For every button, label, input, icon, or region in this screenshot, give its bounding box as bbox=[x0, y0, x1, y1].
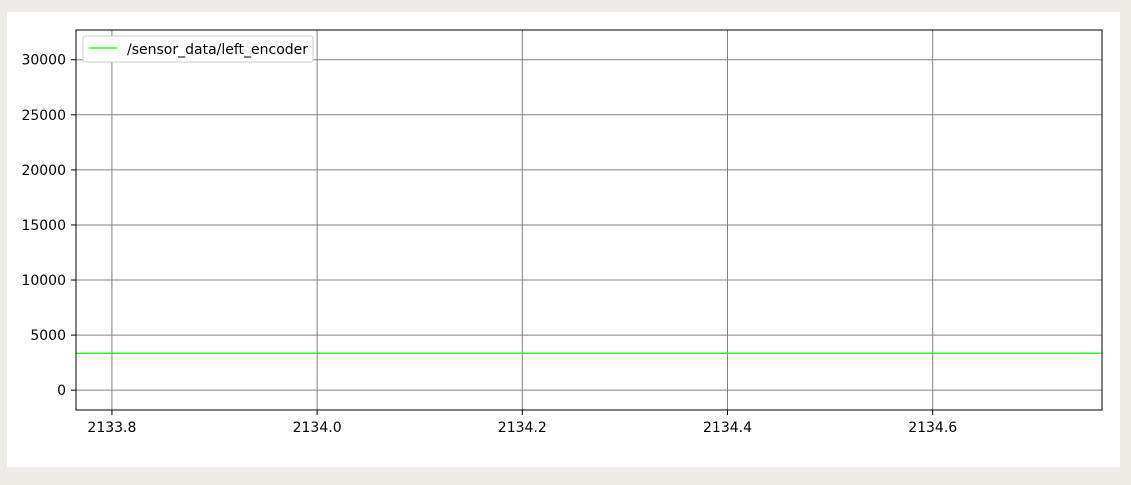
y-tick-label: 10000 bbox=[21, 273, 66, 289]
x-tick-label: 2133.8 bbox=[87, 420, 136, 436]
x-tick-label: 2134.6 bbox=[908, 420, 957, 436]
plot-panel bbox=[7, 12, 1120, 467]
legend-box bbox=[82, 35, 314, 63]
x-axis-ticks: 2133.8 2134.0 2134.2 2134.4 2134.6 bbox=[87, 410, 957, 436]
y-tick-label: 15000 bbox=[21, 218, 66, 234]
grid bbox=[76, 30, 1102, 410]
y-axis-ticks: 0 5000 10000 15000 20000 25000 30000 bbox=[21, 53, 76, 399]
legend-label: /sensor_data/left_encoder bbox=[127, 42, 308, 58]
x-tick-label: 2134.0 bbox=[293, 420, 342, 436]
y-tick-label: 5000 bbox=[30, 328, 66, 344]
x-tick-label: 2134.2 bbox=[498, 420, 547, 436]
axes-frame bbox=[75, 29, 1103, 411]
y-tick-label: 0 bbox=[57, 383, 66, 399]
x-tick-label: 2134.4 bbox=[703, 420, 752, 436]
y-tick-label: 25000 bbox=[21, 108, 66, 124]
legend: /sensor_data/left_encoder bbox=[82, 35, 314, 63]
y-tick-label: 20000 bbox=[21, 163, 66, 179]
y-tick-label: 30000 bbox=[21, 53, 66, 69]
